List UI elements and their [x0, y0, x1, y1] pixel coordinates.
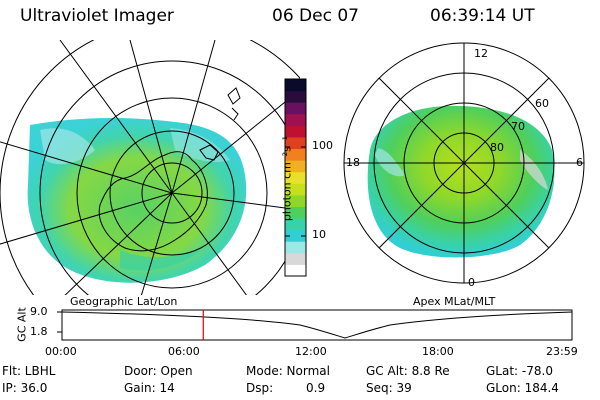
altitude-plot: [57, 309, 573, 341]
left-map-grid: [0, 40, 300, 295]
right-map-grid: [343, 42, 585, 284]
right-map-caption: Apex MLat/MLT: [413, 295, 496, 308]
colorbar-cell: [285, 194, 306, 207]
mlat-label-80: 80: [490, 141, 504, 154]
colorbar-cell: [285, 206, 306, 219]
colorbar-cell: [285, 252, 306, 265]
colorbar-cell: [285, 160, 306, 173]
colorbar-tick-100: 100: [312, 139, 333, 152]
altitude-xtick-1200: 12:00: [295, 345, 327, 358]
gc-alt-info: GC Alt: 8.8 Re: [366, 364, 450, 378]
mlt-label-18: 18: [346, 156, 360, 169]
mlat-label-70: 70: [511, 120, 525, 133]
colorbar-unit-label: photon cm⁻²s⁻¹: [280, 135, 294, 222]
colorbar-cell: [285, 125, 306, 138]
colorbar-cell: [285, 148, 306, 161]
colorbar-cell: [285, 264, 306, 277]
seq-info: Seq: 39: [366, 381, 412, 395]
glat-info: GLat: -78.0: [486, 364, 553, 378]
date-label: 06 Dec 07: [272, 6, 359, 26]
colorbar-cell: [285, 218, 306, 231]
gain-info: Gain: 14: [124, 381, 175, 395]
mlat-label-60: 60: [535, 97, 549, 110]
colorbar-cell: [285, 79, 306, 92]
glon-info: GLon: 184.4: [486, 381, 559, 395]
colorbar-cell: [285, 113, 306, 126]
colorbar-cell: [285, 183, 306, 196]
instrument-title: Ultraviolet Imager: [20, 6, 174, 26]
mlt-label-0: 0: [468, 276, 475, 289]
mlt-label-6: 6: [576, 156, 583, 169]
filter-info: Flt: LBHL: [2, 364, 56, 378]
dsp-label: Dsp:: [246, 381, 274, 395]
dsp-value: 0.9: [306, 381, 326, 395]
altitude-xtick-0000: 00:00: [45, 345, 77, 358]
time-label: 06:39:14 UT: [430, 6, 535, 26]
colorbar: [284, 78, 307, 277]
colorbar-cell: [285, 171, 306, 184]
altitude-xtick-0600: 06:00: [168, 345, 200, 358]
left-map-caption: Geographic Lat/Lon: [70, 295, 178, 308]
colorbar-cell: [285, 241, 306, 254]
colorbar-tick-10: 10: [312, 228, 326, 241]
altitude-ylabel: GC Alt: [15, 307, 29, 342]
colorbar-cell: [285, 102, 306, 115]
colorbar-cell: [285, 229, 306, 242]
door-info: Door: Open: [124, 364, 193, 378]
mode-info: Mode: Normal: [246, 364, 330, 378]
ip-info: IP: 36.0: [2, 381, 48, 395]
mlt-label-12: 12: [474, 47, 488, 60]
colorbar-cell: [285, 90, 306, 103]
altitude-xtick-1800: 18:00: [422, 345, 454, 358]
right-aurora-image: [367, 105, 555, 258]
altitude-xtick-2359: 23:59: [546, 345, 578, 358]
altitude-ytick-9: 9.0: [30, 305, 48, 318]
altitude-ytick-1-8: 1.8: [30, 325, 48, 338]
left-aurora-image: [27, 118, 247, 283]
colorbar-cell: [285, 136, 306, 150]
